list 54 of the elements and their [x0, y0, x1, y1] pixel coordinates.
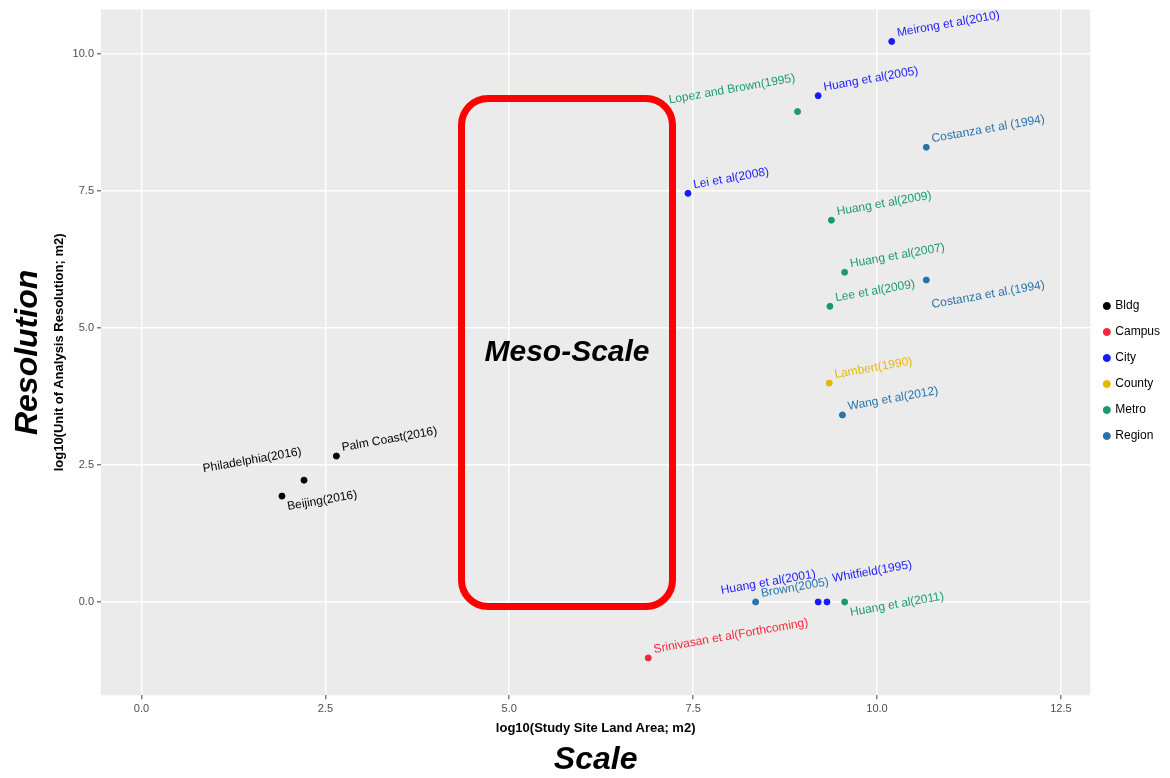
x-tick-label: 0.0 — [133, 701, 150, 714]
annotation: Huang et al(2005) — [822, 63, 920, 94]
y-axis-title: log10(Unit of Analysis Resolution; m2) — [51, 233, 67, 472]
annotation: Wang et al(2012) — [846, 383, 940, 413]
text: Resolution — [7, 269, 44, 436]
legend-label: City — [1115, 350, 1136, 365]
y-tick-label: 10.0 — [72, 46, 95, 59]
point — [888, 37, 896, 45]
x-tick-label: 12.5 — [1050, 701, 1072, 714]
x-tick-label: 7.5 — [685, 701, 701, 714]
y-tick-label: 0.0 — [78, 594, 95, 607]
annotation: Huang et al(2011) — [848, 588, 945, 619]
legend-label: Metro — [1115, 402, 1147, 417]
annotation: Lei et al(2008) — [692, 164, 771, 192]
point — [826, 302, 834, 310]
point — [825, 379, 833, 387]
annotation: Meso-Scale — [484, 333, 650, 367]
point — [838, 411, 846, 419]
point — [841, 598, 849, 606]
point — [684, 189, 692, 197]
point — [814, 92, 822, 100]
y-tick-label: 2.5 — [78, 457, 95, 470]
point — [278, 492, 286, 500]
point — [841, 268, 849, 276]
annotation: Lopez and Brown(1995) — [667, 70, 797, 107]
annotation: Costanza et al.(1994) — [930, 277, 1046, 311]
x-tick-label: 2.5 — [317, 701, 333, 714]
x-tick-label: 10.0 — [866, 701, 888, 714]
annotation: Meirong et al(2010) — [895, 7, 1001, 40]
point — [922, 276, 930, 284]
point — [814, 598, 822, 606]
point — [300, 476, 308, 484]
point — [823, 598, 831, 606]
annotation: Lee et al(2009) — [834, 276, 916, 305]
annotation: Palm Coast(2016) — [340, 423, 439, 455]
annotation: Huang et al(2009) — [835, 187, 933, 219]
annotation: Beijing(2016) — [286, 486, 359, 514]
legend-label: County — [1115, 376, 1154, 391]
annotation: Costanza et al (1994) — [930, 111, 1046, 146]
point — [794, 108, 802, 116]
text: Scale — [553, 739, 638, 776]
legend-label: Campus — [1115, 324, 1160, 339]
legend-label: Region — [1115, 428, 1154, 443]
point — [332, 452, 340, 460]
x-tick-label: 5.0 — [501, 701, 517, 714]
point — [752, 598, 760, 606]
annotation: Huang et al(2007) — [848, 239, 946, 271]
x-axis-title: log10(Study Site Land Area; m2) — [495, 719, 696, 735]
y-tick-label: 7.5 — [78, 183, 95, 196]
point — [827, 216, 835, 224]
y-tick-label: 5.0 — [78, 320, 95, 333]
point — [644, 654, 652, 662]
point — [922, 143, 930, 151]
legend-label: Bldg — [1115, 298, 1140, 313]
